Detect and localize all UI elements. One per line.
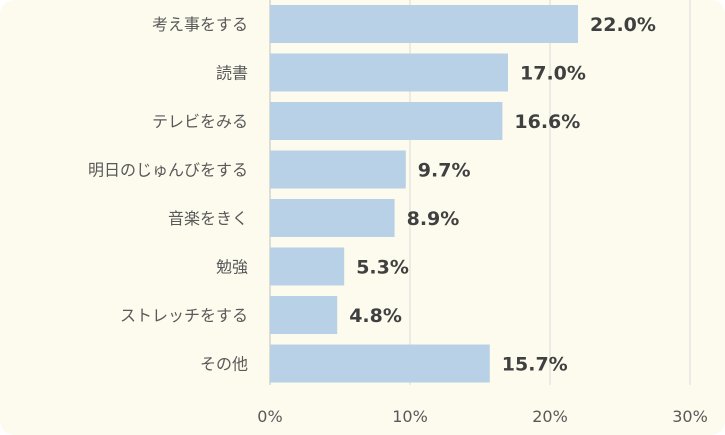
data-label: 9.7% <box>418 160 471 182</box>
bar <box>270 53 508 92</box>
category-label: 音楽をきく <box>168 209 248 228</box>
data-label: 15.7% <box>502 354 568 376</box>
category-label: 明日のじゅんびをする <box>88 161 248 180</box>
data-label: 8.9% <box>407 208 460 230</box>
bar <box>270 344 490 383</box>
bar <box>270 102 503 140</box>
category-label: 勉強 <box>216 258 248 277</box>
data-label: 17.0% <box>520 63 586 85</box>
category-labels: 考え事をする読書テレビをみる明日のじゅんびをする音楽をきく勉強ストレッチをするそ… <box>88 15 248 374</box>
bar <box>270 199 395 237</box>
category-label: 読書 <box>216 64 248 83</box>
data-label: 22.0% <box>590 14 656 36</box>
bar <box>270 247 345 286</box>
bars <box>270 5 578 383</box>
x-tick-label: 10% <box>392 407 428 426</box>
category-label: その他 <box>200 355 248 374</box>
data-label: 4.8% <box>349 305 402 327</box>
data-label: 5.3% <box>356 257 409 279</box>
category-label: 考え事をする <box>152 15 248 34</box>
x-tick-label: 20% <box>532 407 568 426</box>
category-label: ストレッチをする <box>120 306 248 325</box>
x-tick-label: 0% <box>257 407 282 426</box>
x-tick-label: 30% <box>672 407 708 426</box>
data-label: 16.6% <box>514 111 580 133</box>
data-labels: 22.0% 17.0% 16.6% 9.7% 8.9% 5.3% 4.8% 15.7% <box>349 14 656 376</box>
category-label: テレビをみる <box>152 112 248 131</box>
bar <box>270 5 578 43</box>
bar <box>270 296 338 334</box>
bar <box>270 150 406 189</box>
x-axis-tick-labels: 0% 10% 20% 30% <box>257 407 707 426</box>
